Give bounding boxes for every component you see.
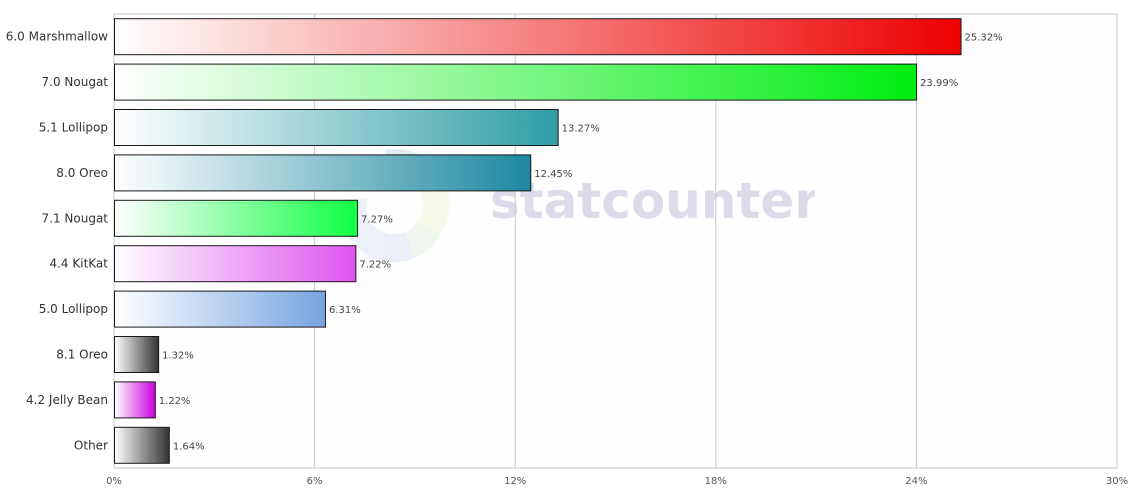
bar[interactable] [114, 336, 160, 373]
bar[interactable] [114, 18, 962, 56]
bars [114, 18, 962, 464]
bar[interactable] [114, 290, 326, 328]
value-label: 23.99% [920, 78, 958, 89]
category-label: 4.4 KitKat [49, 257, 108, 271]
value-label: 1.32% [162, 351, 194, 362]
x-tick-label: 24% [905, 476, 927, 487]
statcounter-watermark: statcounter [339, 148, 815, 262]
value-label: 6.31% [329, 305, 361, 316]
category-label: Other [74, 438, 108, 452]
bar[interactable] [114, 381, 156, 419]
value-label: 13.27% [562, 124, 600, 135]
category-label: 8.0 Oreo [56, 166, 108, 180]
value-label: 7.27% [361, 214, 393, 225]
value-label: 7.22% [359, 260, 391, 271]
category-label: 6.0 Marshmallow [6, 30, 108, 44]
category-label: 7.1 Nougat [42, 211, 109, 225]
value-label: 25.32% [965, 33, 1003, 44]
x-tick-label: 12% [504, 476, 526, 487]
bar[interactable] [114, 426, 170, 464]
category-label: 5.1 Lollipop [39, 121, 108, 135]
x-tick-label: 30% [1106, 476, 1128, 487]
x-tick-label: 18% [705, 476, 727, 487]
category-label: 8.1 Oreo [56, 348, 108, 362]
value-label: 12.45% [534, 169, 572, 180]
bar[interactable] [114, 63, 918, 101]
bar[interactable] [114, 154, 532, 192]
watermark-text: statcounter [490, 172, 815, 230]
x-tick-label: 6% [307, 476, 323, 487]
labels: 0% 6% 12% 18% 24% 30% 6.0 Marshmallow 25.32% 7.0… [6, 30, 1128, 487]
category-label: 5.0 Lollipop [39, 302, 108, 316]
category-label: 4.2 Jelly Bean [26, 393, 108, 407]
x-tick-label: 0% [106, 476, 122, 487]
value-label: 1.64% [173, 441, 205, 452]
bar[interactable] [114, 245, 357, 283]
category-label: 7.0 Nougat [42, 75, 109, 89]
value-label: 1.22% [159, 396, 191, 407]
bar[interactable] [114, 109, 559, 146]
bar[interactable] [114, 199, 359, 237]
